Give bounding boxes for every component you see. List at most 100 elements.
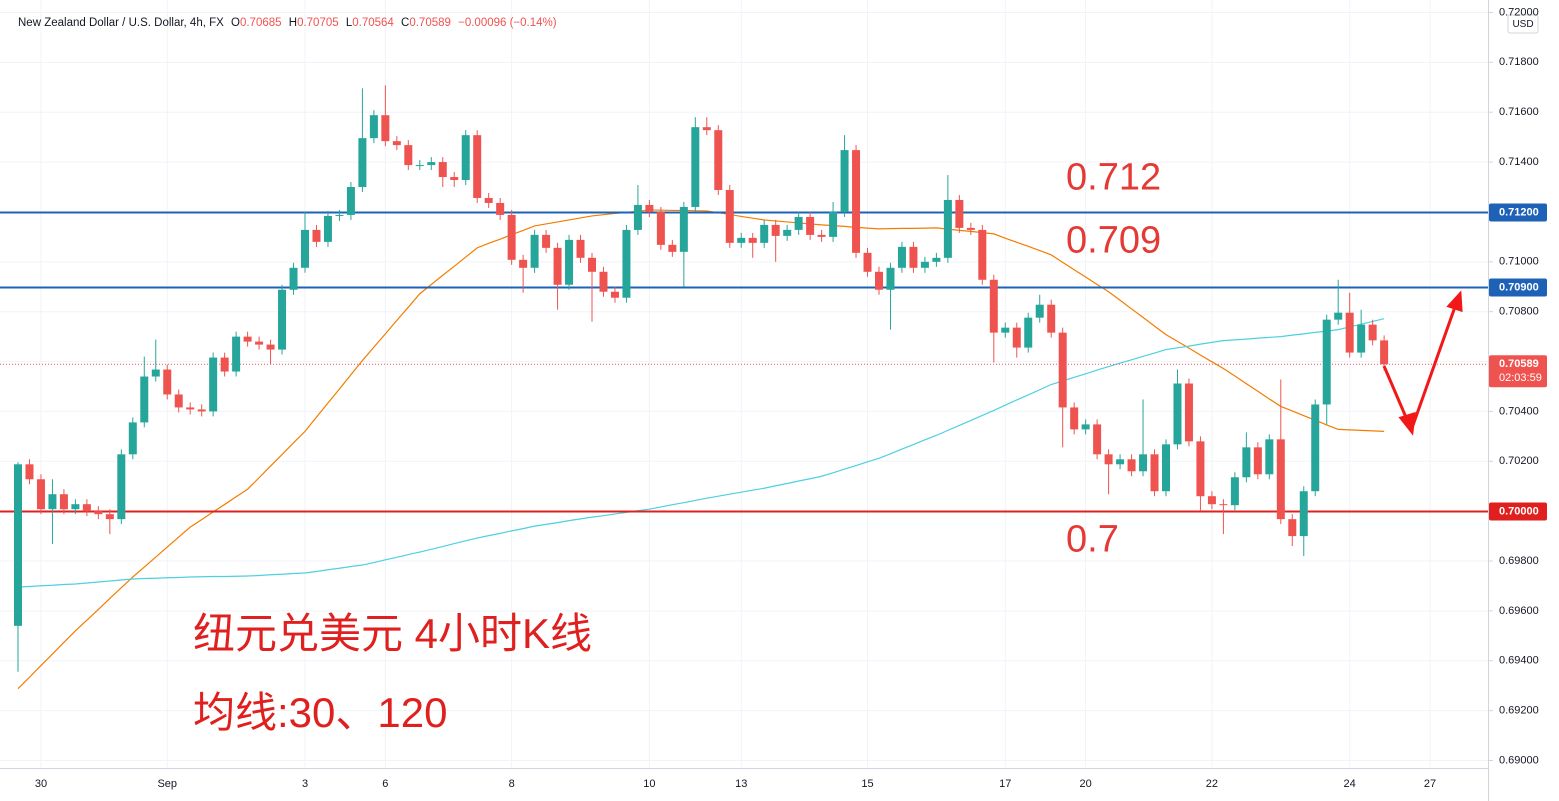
candle-body [897, 246, 906, 268]
forecast-arrows [1382, 290, 1463, 436]
level-label-box [1489, 502, 1547, 521]
candle-body [932, 257, 941, 262]
y-tick-label: 0.71600 [1499, 106, 1539, 118]
x-tick-label: 3 [302, 778, 308, 790]
x-tick-label: 24 [1344, 778, 1356, 790]
candle-body [519, 259, 528, 268]
x-tick-label: 10 [643, 778, 655, 790]
candle-body [220, 357, 229, 372]
candle-body [829, 211, 838, 237]
candle-body [1184, 383, 1193, 442]
y-tick-label: 0.71000 [1499, 256, 1539, 268]
candle-body [1276, 439, 1285, 520]
candle-body [128, 422, 137, 455]
candle-body [1162, 444, 1170, 492]
candle-body [323, 215, 332, 242]
candle-body [588, 257, 596, 272]
candle-body [163, 369, 172, 395]
y-tick-label: 0.69600 [1499, 605, 1539, 617]
candle-body [806, 216, 815, 235]
candle-body [1047, 304, 1056, 333]
currency: USD [1512, 19, 1533, 30]
candle-body [748, 237, 757, 243]
level-label-box [1489, 278, 1547, 297]
arrow-down [1382, 365, 1410, 423]
candle-body [679, 206, 688, 252]
candle-body [1058, 332, 1067, 408]
ohlc-value: 0.70685 [240, 17, 282, 29]
ohlc-label: L [346, 17, 353, 29]
candle-body [725, 190, 734, 243]
candle-body [415, 165, 424, 167]
candle-body [1265, 439, 1274, 475]
candle-body [1322, 319, 1331, 405]
candle-body [266, 344, 275, 350]
candle-body [1139, 454, 1148, 472]
candle-body [645, 204, 654, 212]
candle-body [1093, 424, 1102, 455]
last-price-box [1489, 355, 1547, 388]
candle-body [1024, 317, 1033, 348]
candle-body [966, 227, 975, 230]
candle-body [1081, 424, 1090, 430]
x-tick-label: 20 [1080, 778, 1092, 790]
y-tick-label: 0.70800 [1499, 306, 1539, 318]
candle-body [1012, 327, 1021, 348]
candle-body [151, 369, 160, 377]
candle-body [312, 229, 321, 242]
x-tick-label: 30 [35, 778, 47, 790]
candle-body [1311, 404, 1320, 492]
y-tick-label: 0.69400 [1499, 655, 1539, 667]
y-tick-label: 0.69200 [1499, 705, 1539, 717]
candle-body [1196, 441, 1205, 497]
candle-body [794, 216, 803, 230]
candle-body [1116, 459, 1125, 465]
candle-body [25, 464, 34, 480]
x-tick-label: 13 [735, 778, 747, 790]
candle-body [737, 237, 746, 243]
level-label: 0.70900 [1499, 281, 1539, 293]
candle-body [610, 291, 619, 298]
ohlc-value: 0.70705 [297, 17, 339, 29]
candle-body [243, 336, 252, 342]
candle-body [174, 394, 183, 408]
header: New Zealand Dollar / U.S. Dollar, 4h, FX… [18, 17, 557, 29]
candle-body [565, 239, 574, 285]
candle-body [48, 494, 57, 510]
level-label-box [1489, 203, 1547, 222]
candle-body [863, 252, 872, 272]
candle-body [232, 336, 241, 372]
candle-body [484, 197, 493, 203]
candle-body [989, 279, 998, 333]
candle-body [427, 162, 436, 166]
ohlc-label: C [401, 17, 409, 29]
candle-body [1253, 447, 1262, 475]
y-tick-label: 0.70400 [1499, 405, 1539, 417]
candle-body [714, 130, 723, 191]
x-tick-label: 15 [861, 778, 873, 790]
candle-body [346, 187, 355, 215]
candle-body [909, 246, 918, 268]
candle-body [978, 229, 987, 280]
candle-body [1001, 327, 1010, 333]
moving-average [17, 318, 1385, 588]
y-tick-label: 0.71800 [1499, 56, 1539, 68]
candle-body [197, 409, 206, 412]
candle-body [1299, 491, 1308, 537]
y-tick-label: 0.69000 [1499, 754, 1539, 766]
candle-body [14, 464, 22, 626]
y-tick-label: 0.70200 [1499, 455, 1539, 467]
candle-body [1288, 519, 1297, 537]
level-annotation: 0.7 [1066, 519, 1119, 561]
candle-body [1035, 304, 1044, 318]
candle-body [1219, 504, 1228, 506]
candle-body [117, 454, 126, 520]
level-label: 0.70000 [1499, 505, 1539, 517]
candle-body [955, 199, 964, 228]
candle-body [105, 514, 114, 520]
candle-body [473, 135, 482, 198]
candle-body [381, 115, 390, 142]
